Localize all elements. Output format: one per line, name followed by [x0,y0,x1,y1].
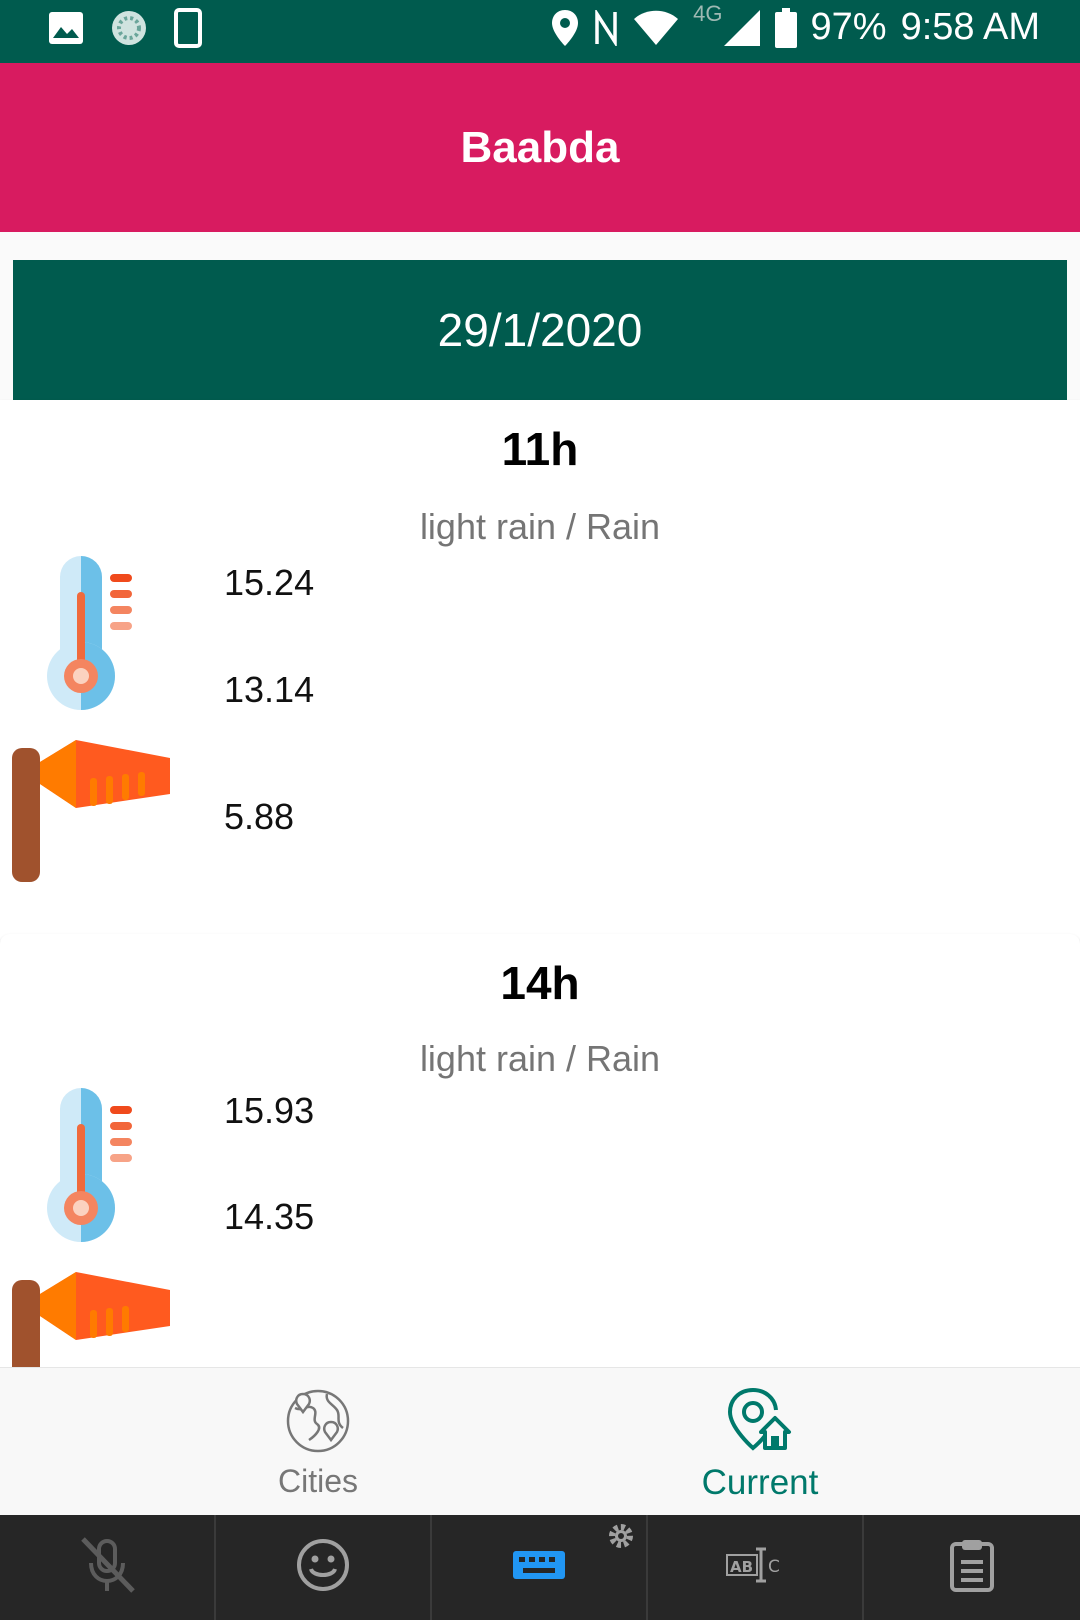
battery-icon [774,7,797,48]
wind-speed: 5.88 [224,796,295,837]
keyboard-icon [511,1549,567,1586]
nav-cities-label: Cities [277,1463,358,1499]
kb-clipboard-key[interactable] [864,1515,1080,1620]
thermometer-icon [44,552,140,717]
temp-max: 15.93 [224,1090,315,1131]
battery-percent: 97% [810,6,887,48]
kb-text-select-key[interactable]: AB C [648,1515,864,1620]
location-icon [551,9,579,47]
clipboard-icon [949,1538,995,1597]
date-header: 29/1/2020 [13,260,1067,400]
forecast-hour: 14h [500,957,580,1009]
date-label: 29/1/2020 [437,304,643,356]
kb-emoji-key[interactable] [216,1515,432,1620]
temp-max: 15.24 [224,562,315,603]
windsock-icon [12,738,172,889]
forecast-description: light rain / Rain [419,1038,661,1079]
wifi-icon [633,10,679,46]
keyboard-toolbar: AB C [0,1515,1080,1620]
gear-icon[interactable] [606,1521,636,1556]
mic-off-icon [75,1533,139,1602]
page-title: Baabda [460,122,620,172]
thermometer-icon [44,1084,140,1249]
nav-current-label: Current [701,1463,819,1502]
bottom-navigation: Cities Current [0,1367,1080,1515]
phone-icon [174,8,202,48]
signal-icon [723,9,761,47]
windsock-icon [12,1270,172,1367]
text-select-icon: AB C [725,1545,785,1590]
forecast-hour: 11h [501,423,579,475]
forecast-list[interactable]: 29/1/2020 11h light rain / Rain 15.24 13… [0,232,1080,1367]
forecast-description: light rain / Rain [419,506,661,547]
nfc-icon [593,9,619,46]
clock: 9:58 AM [900,6,1040,48]
forecast-card: 14h light rain / Rain 15.93 14.35 [0,934,1080,1367]
location-home-icon [727,1368,793,1459]
temp-min: 14.35 [224,1196,315,1237]
sync-icon [110,9,148,47]
globe-icon [285,1368,351,1459]
status-bar: 4G 97% 9:58 AM [0,0,1080,63]
kb-keyboard-key[interactable] [432,1515,648,1620]
image-icon [48,11,84,45]
app-bar: Baabda [0,63,1080,232]
network-type: 4G [693,0,723,26]
svg-text:C: C [768,1557,780,1577]
nav-cities[interactable]: Cities [218,1368,418,1516]
temp-min: 13.14 [224,669,315,710]
kb-mic-key[interactable] [0,1515,216,1620]
nav-current[interactable]: Current [660,1368,860,1516]
emoji-icon [295,1537,351,1598]
svg-text:AB: AB [730,1558,753,1576]
